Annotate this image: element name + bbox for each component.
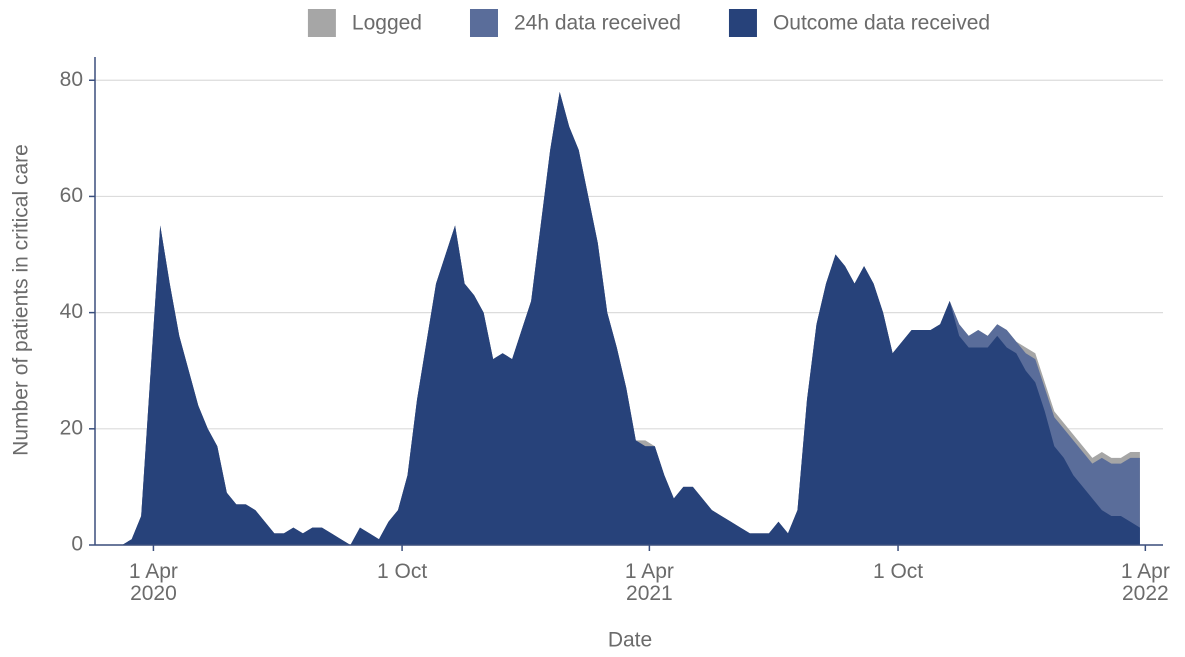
x-tick-label: 1 Apr 2020 — [129, 560, 178, 605]
y-tick-label: 0 — [71, 533, 83, 556]
legend-swatch — [307, 9, 336, 37]
y-axis-label: Number of patients in critical care — [10, 144, 33, 456]
y-tick-label: 60 — [60, 184, 83, 207]
y-tick-label: 80 — [60, 68, 83, 91]
legend-label: Logged — [352, 12, 422, 35]
x-tick-label: 1 Oct — [873, 560, 923, 583]
y-tick-label: 20 — [60, 416, 83, 439]
x-tick-label: 1 Apr 2021 — [625, 560, 674, 605]
legend-label: 24h data received — [514, 12, 681, 35]
legend-swatch — [469, 9, 498, 37]
x-tick-label: 1 Apr 2022 — [1121, 560, 1170, 605]
legend-swatch — [728, 9, 757, 37]
y-tick-label: 40 — [60, 300, 83, 323]
area — [122, 91, 1140, 545]
x-tick-label: 1 Oct — [377, 560, 427, 583]
x-axis-label: Date — [608, 629, 652, 652]
legend-label: Outcome data received — [773, 12, 990, 35]
